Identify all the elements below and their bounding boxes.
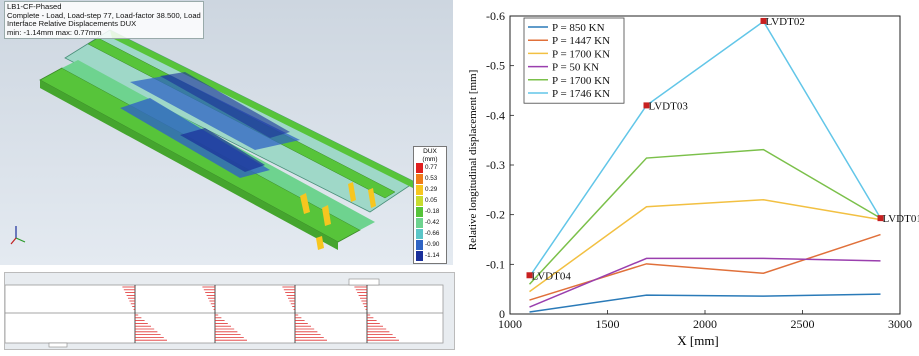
legend-value: -0.66 — [425, 229, 439, 239]
legend-entry: P = 1447 KN — [552, 35, 610, 47]
y-axis-label: Relative longitudinal displacement [mm] — [467, 70, 479, 251]
legend-value: -0.90 — [425, 240, 439, 250]
legend-level: 0.29 — [416, 185, 446, 195]
legend-unit: (mm) — [414, 156, 446, 163]
y-tick-label: -0.6 — [486, 9, 505, 23]
legend-entry: P = 850 KN — [552, 22, 605, 34]
fe-title-line: min: -1.14mm max: 0.77mm — [7, 29, 201, 38]
x-tick-label: 1500 — [596, 317, 620, 331]
fe-model-render — [0, 0, 453, 265]
legend-value: -0.18 — [425, 207, 439, 217]
y-tick-label: -0.3 — [486, 158, 505, 172]
legend-level: -1.14 — [416, 251, 446, 261]
legend-swatch — [416, 229, 423, 239]
y-tick-label: -0.2 — [486, 208, 505, 222]
y-tick-label: 0 — [499, 307, 505, 321]
legend-entry: P = 50 KN — [552, 62, 599, 74]
legend-swatch — [416, 240, 423, 250]
legend-swatch — [416, 163, 423, 173]
series-line — [530, 294, 881, 312]
legend-entry: P = 1700 KN — [552, 75, 610, 87]
x-tick-label: 3000 — [888, 317, 912, 331]
x-tick-label: 2500 — [791, 317, 815, 331]
legend-value: 0.77 — [425, 163, 437, 173]
axis-gizmo-icon — [11, 226, 25, 244]
lvdt-label: LVDT03 — [649, 100, 689, 112]
series-line — [530, 200, 881, 292]
series-line — [530, 258, 881, 307]
chart-legend: P = 850 KNP = 1447 KNP = 1700 KNP = 50 K… — [524, 18, 624, 103]
series-line — [530, 150, 881, 285]
lvdt-label: LVDT02 — [766, 16, 805, 28]
y-tick-label: -0.4 — [486, 108, 505, 122]
legend-level: 0.05 — [416, 196, 446, 206]
y-tick-label: -0.1 — [486, 257, 505, 271]
x-axis-label: X [mm] — [677, 333, 719, 348]
legend-value: 0.53 — [425, 174, 437, 184]
legend-swatch — [416, 196, 423, 206]
mesh-panel — [4, 272, 455, 350]
legend-level: -0.90 — [416, 240, 446, 250]
legend-value: -1.14 — [425, 251, 439, 261]
legend-swatch — [416, 185, 423, 195]
legend-entry: P = 1700 KN — [552, 48, 610, 60]
legend-level: -0.18 — [416, 207, 446, 217]
series-line — [530, 235, 881, 301]
legend-level: -0.66 — [416, 229, 446, 239]
legend-value: 0.29 — [425, 185, 437, 195]
legend-title: DUX — [414, 148, 446, 155]
legend-entry: P = 1746 KN — [552, 88, 610, 100]
legend-level: 0.77 — [416, 163, 446, 173]
legend-level: 0.53 — [416, 174, 446, 184]
legend-value: 0.05 — [425, 196, 437, 206]
legend-swatch — [416, 174, 423, 184]
legend-swatch — [416, 218, 423, 228]
legend-value: -0.42 — [425, 218, 439, 228]
lvdt-label: LVDT01 — [883, 213, 919, 225]
legend-swatch — [416, 251, 423, 261]
lvdt-label: LVDT04 — [532, 270, 572, 282]
mesh-drawing — [5, 273, 454, 349]
legend-swatch — [416, 207, 423, 217]
fe-model-panel: LB1-CF-Phased Complete - Load, Load-step… — [0, 0, 453, 265]
fe-model-caption: LB1-CF-Phased Complete - Load, Load-step… — [4, 1, 204, 39]
x-tick-label: 2000 — [693, 317, 717, 331]
legend-level: -0.42 — [416, 218, 446, 228]
y-tick-label: -0.5 — [486, 59, 505, 73]
